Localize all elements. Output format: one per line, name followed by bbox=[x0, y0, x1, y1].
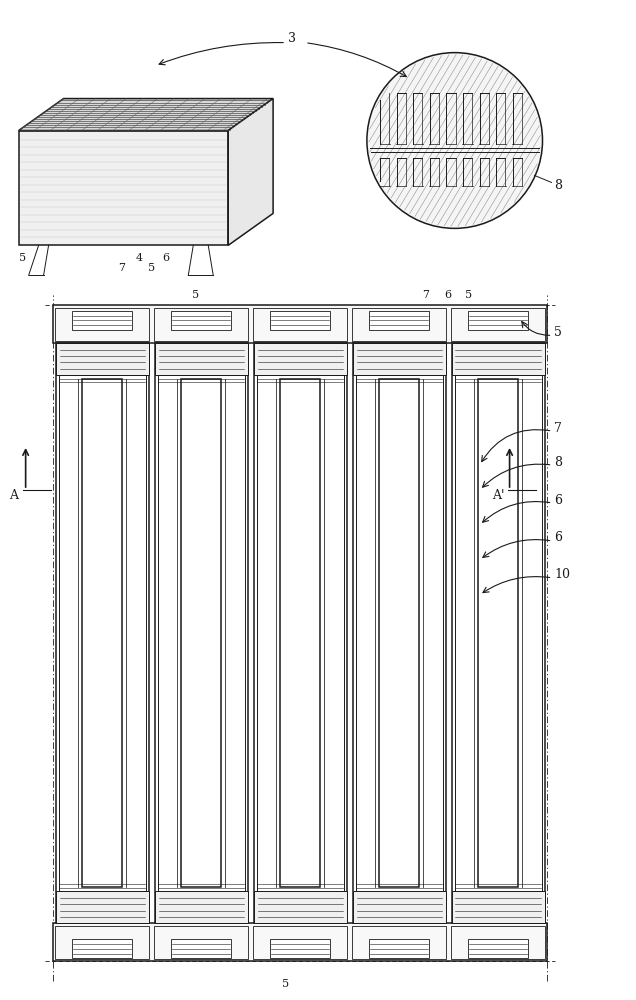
Text: 6: 6 bbox=[162, 253, 169, 263]
Bar bbox=[270, 939, 329, 958]
Bar bbox=[352, 343, 446, 923]
Bar bbox=[53, 923, 548, 961]
Bar bbox=[59, 346, 146, 920]
Text: 7: 7 bbox=[422, 290, 429, 300]
Polygon shape bbox=[228, 99, 273, 245]
Bar bbox=[451, 308, 545, 341]
Text: 7: 7 bbox=[555, 422, 562, 435]
Bar bbox=[352, 926, 446, 959]
Bar bbox=[55, 891, 149, 923]
Bar bbox=[370, 939, 429, 958]
Bar bbox=[452, 343, 544, 923]
Bar bbox=[171, 939, 231, 958]
Text: 6: 6 bbox=[445, 290, 452, 300]
Text: 8: 8 bbox=[555, 456, 562, 469]
Bar bbox=[158, 346, 245, 920]
Bar bbox=[452, 891, 544, 923]
Bar bbox=[53, 305, 548, 343]
Bar bbox=[352, 343, 446, 375]
Bar bbox=[468, 939, 528, 958]
Bar bbox=[55, 926, 149, 959]
Bar bbox=[452, 343, 544, 375]
Bar bbox=[254, 343, 347, 375]
Bar bbox=[55, 308, 149, 341]
Text: 10: 10 bbox=[555, 568, 570, 581]
Bar bbox=[253, 926, 347, 959]
Text: 6: 6 bbox=[555, 493, 562, 506]
Bar bbox=[82, 379, 122, 887]
Bar bbox=[352, 308, 446, 341]
Bar bbox=[356, 346, 443, 920]
Text: 7: 7 bbox=[118, 263, 125, 273]
Bar bbox=[478, 379, 518, 887]
Bar bbox=[73, 311, 132, 330]
Bar bbox=[256, 346, 343, 920]
Bar bbox=[270, 311, 329, 330]
Bar bbox=[254, 891, 347, 923]
Text: 5: 5 bbox=[282, 979, 289, 989]
Bar bbox=[455, 346, 541, 920]
Bar bbox=[73, 939, 132, 958]
Bar bbox=[181, 379, 221, 887]
Text: 8: 8 bbox=[555, 179, 562, 192]
Text: 4: 4 bbox=[135, 253, 142, 263]
Bar bbox=[154, 926, 248, 959]
Bar bbox=[18, 131, 228, 245]
Bar bbox=[55, 343, 149, 375]
Text: A': A' bbox=[492, 489, 504, 502]
Text: 5: 5 bbox=[192, 290, 200, 300]
Text: 5: 5 bbox=[555, 326, 562, 339]
Text: 6: 6 bbox=[555, 531, 562, 544]
Bar bbox=[155, 343, 247, 923]
Bar bbox=[451, 926, 545, 959]
Bar bbox=[155, 343, 247, 375]
Text: 5: 5 bbox=[18, 253, 26, 263]
Bar bbox=[352, 891, 446, 923]
Bar bbox=[379, 379, 419, 887]
Bar bbox=[370, 311, 429, 330]
Text: 5: 5 bbox=[465, 290, 472, 300]
Bar bbox=[254, 343, 347, 923]
Bar bbox=[171, 311, 231, 330]
Bar bbox=[155, 891, 247, 923]
Bar bbox=[154, 308, 248, 341]
Circle shape bbox=[367, 53, 543, 228]
Polygon shape bbox=[18, 99, 273, 131]
Text: 5: 5 bbox=[148, 263, 155, 273]
Bar bbox=[280, 379, 320, 887]
Text: A: A bbox=[9, 489, 18, 502]
Bar bbox=[253, 308, 347, 341]
Bar bbox=[468, 311, 528, 330]
Text: 3: 3 bbox=[288, 32, 296, 45]
Bar bbox=[55, 343, 149, 923]
